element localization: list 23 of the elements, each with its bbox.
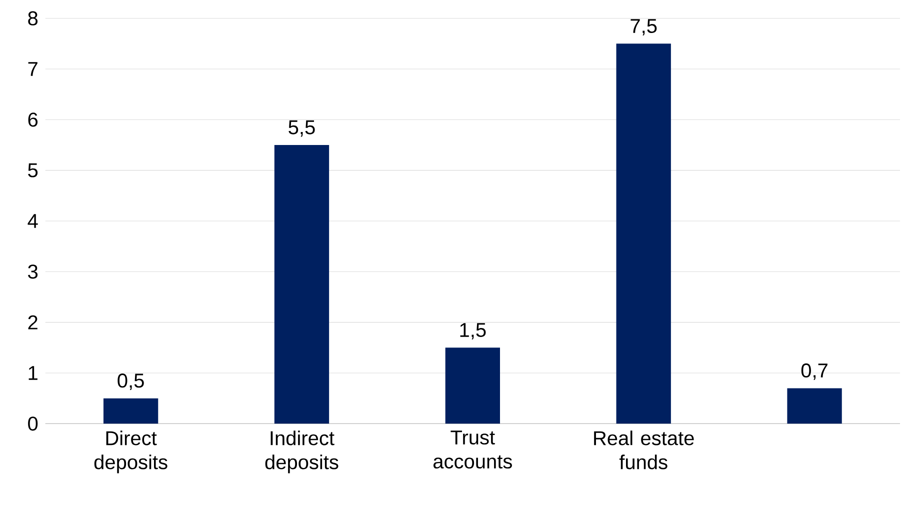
y-tick-label: 7 [28,62,38,76]
data-label: 0,5 [118,374,144,390]
data-label: 7,5 [630,19,657,36]
x-tick-label: Direct deposits [94,430,168,474]
y-tick-label: 8 [28,11,38,26]
bar [616,44,671,424]
y-tick-label: 2 [28,315,38,330]
x-tick-label: Real estate funds [594,430,694,470]
y-tick-label: 3 [28,264,38,279]
y-tick-label: 0 [28,416,38,431]
bar [274,144,330,424]
bar [445,348,500,424]
data-label: 5,5 [288,120,315,137]
data-label: 0,7 [801,363,828,380]
data-label: 1,5 [460,323,486,340]
y-tick-label: 4 [28,214,38,228]
x-tick-label: Trust accounts [434,430,512,469]
y-tick-label: 6 [28,112,38,127]
y-tick-label: 1 [28,366,38,380]
bar [103,398,158,424]
bar [787,388,842,424]
y-tick-label: 5 [28,163,38,178]
x-tick-label: Indirect deposits [265,430,338,474]
